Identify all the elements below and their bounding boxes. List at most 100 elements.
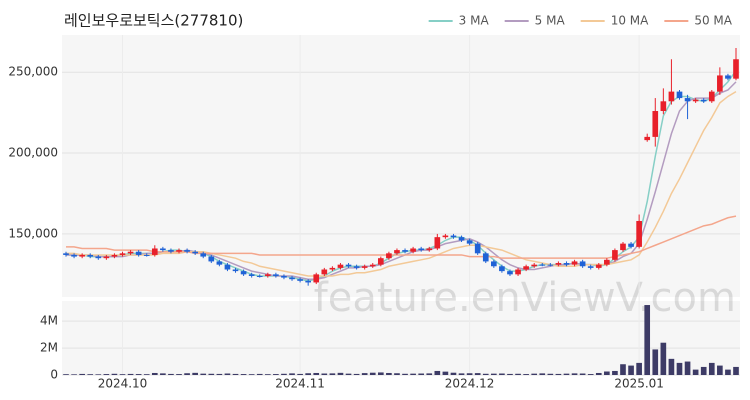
candle-body [361,266,368,268]
volume-bar [547,373,554,375]
volume-bar [200,373,207,375]
candle-body [418,248,425,251]
candle-body [442,235,449,238]
volume-bar [717,365,723,375]
legend-label: 3 MA [459,14,490,28]
volume-bar [337,372,344,375]
volume-bar [539,373,546,375]
candle-body [79,254,85,257]
candle-body [337,264,344,268]
volume-bar [628,365,634,375]
volume-bar [256,373,263,375]
candle-body [491,261,497,267]
volume-bar [587,374,594,375]
candle-body [482,253,489,262]
x-tick-label: 2024.10 [98,377,148,391]
volume-bar [660,342,667,375]
candle-body [143,254,150,256]
volume-panel [62,301,740,375]
volume-bar [595,372,602,375]
candle-body [466,240,473,244]
candle-body [547,264,554,266]
volume-bar [733,366,739,375]
candle-body [700,99,707,102]
volume-bar [95,374,102,375]
volume-bar [499,373,505,375]
candle-body [644,136,651,141]
volume-bar [700,366,707,375]
candle-body [571,261,578,265]
candle-body [135,251,142,255]
candle-body [369,264,376,267]
volume-bar [531,373,538,375]
candle-body [264,274,271,276]
candle-body [523,266,529,270]
volume-bar [289,373,295,375]
chart-title: 레인보우로보틱스(277810) [64,12,243,30]
candle-body [329,267,336,270]
volume-bar [119,374,126,375]
candle-body [313,274,320,283]
candle-body [507,271,513,275]
candle-body [394,250,400,254]
candle-body [579,261,586,267]
candle-body [208,256,215,262]
volume-bar [442,371,449,375]
candle-body [733,59,739,79]
volume-bar [127,373,134,375]
candle-body [248,274,255,276]
volume-bar [612,370,618,375]
candle-body [63,253,69,255]
y2-tick-label: 2M [40,341,58,355]
volume-bar [394,373,400,375]
volume-bar [369,372,376,375]
candle-body [377,258,384,265]
candle-body [345,264,352,267]
candle-body [353,266,360,268]
volume-bar [321,373,328,375]
y-tick-label: 200,000 [8,146,58,160]
volume-bar [87,374,94,375]
x-tick-label: 2024.12 [445,377,495,391]
candle-body [216,261,223,265]
candle-body [628,243,634,247]
candle-body [87,254,94,257]
candle-body [321,269,328,275]
candle-body [297,279,303,281]
volume-bar [386,372,392,375]
volume-bar [491,373,497,375]
volume-bar [668,358,675,375]
volume-bar [63,374,69,375]
volume-bar [345,373,352,375]
x-tick-label: 2025.01 [614,377,664,391]
volume-bar [684,361,691,375]
volume-bar [224,373,231,375]
volume-bar [353,373,360,375]
candle-body [636,220,642,247]
price-panel [62,35,740,297]
volume-bar [523,374,529,375]
candle-body [305,280,311,283]
volume-bar [103,374,110,375]
volume-bar [644,305,651,375]
volume-bar [273,374,279,375]
volume-bar [248,374,255,375]
volume-bar [184,373,190,375]
candle-body [458,237,465,241]
volume-bar [410,373,416,375]
legend-label: 10 MA [611,14,649,28]
volume-bar [313,372,320,375]
candle-body [386,253,392,259]
volume-bar [176,374,182,375]
candle-body [434,237,441,249]
volume-bar [579,373,586,375]
volume-bar [725,369,731,375]
candle-body [168,250,174,252]
volume-bar [143,374,150,375]
candle-body [103,256,110,259]
y2-tick-label: 0 [50,368,58,382]
volume-bar [652,349,659,375]
volume-bar [281,373,287,375]
candle-body [256,275,263,277]
volume-bar [636,362,642,375]
